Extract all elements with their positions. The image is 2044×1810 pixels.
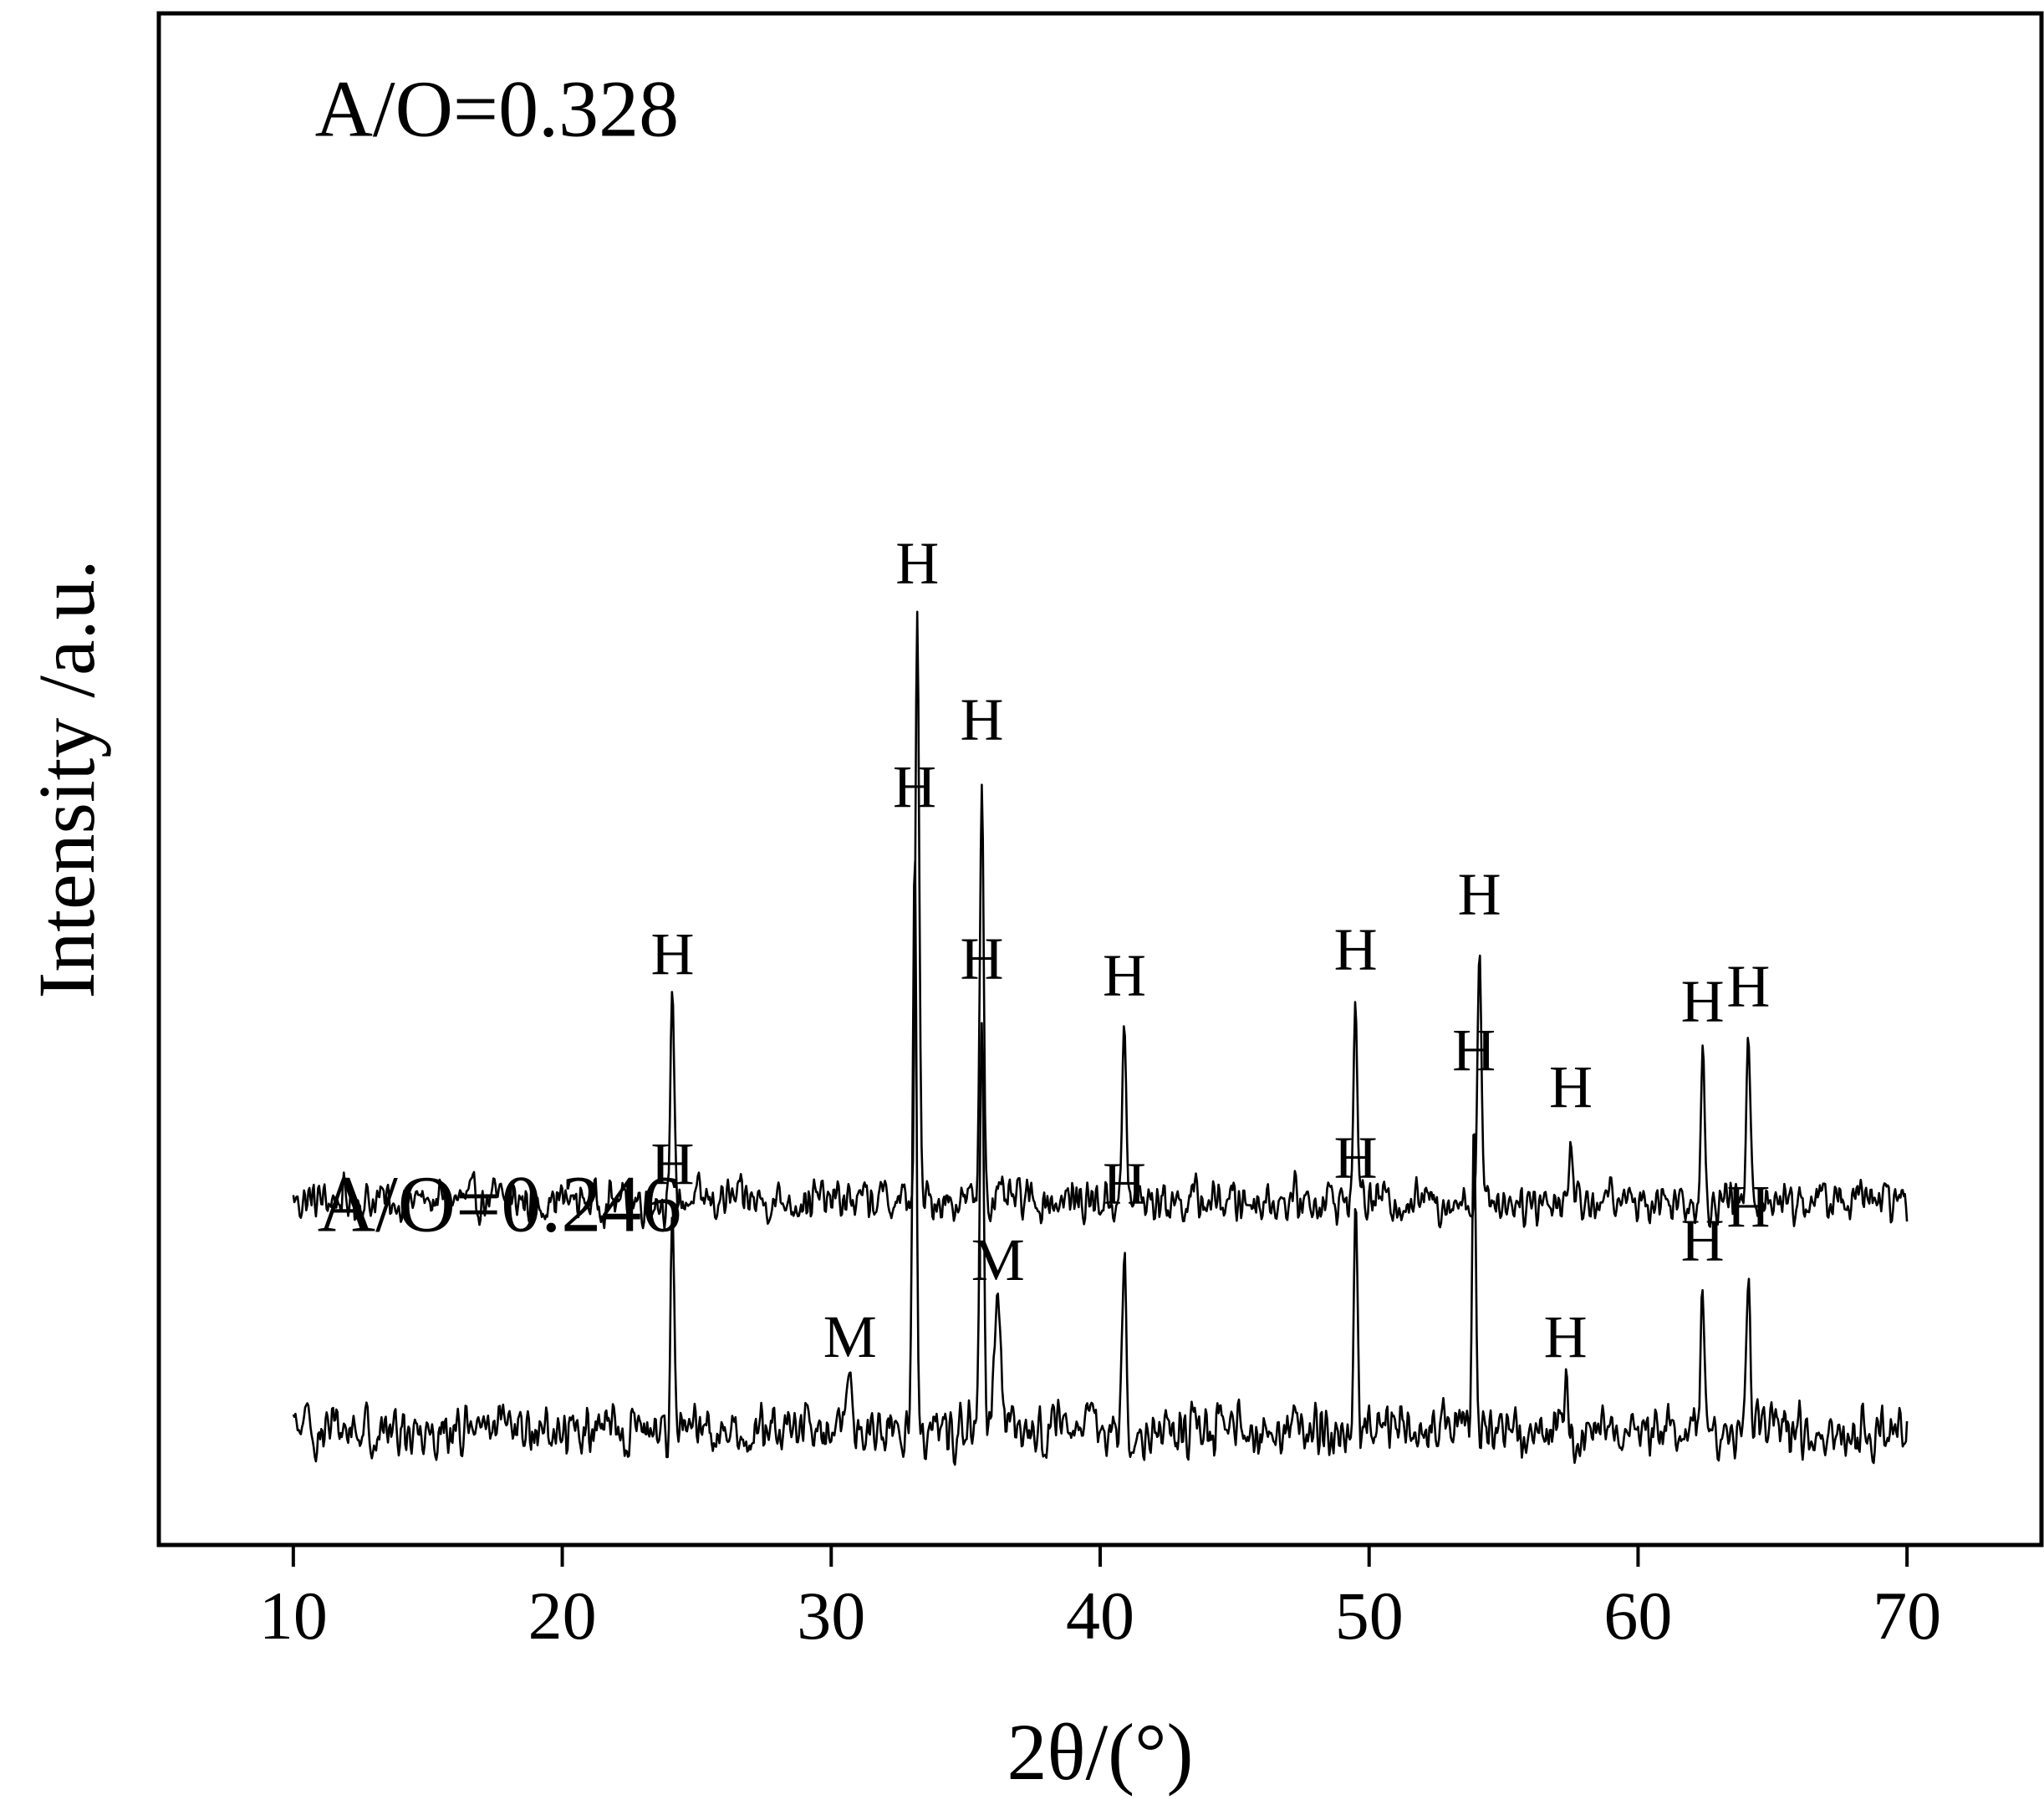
peak-label: H bbox=[895, 530, 939, 597]
peak-label: H bbox=[1103, 1150, 1146, 1217]
x-tick-label: 20 bbox=[528, 1578, 597, 1654]
x-tick-label: 40 bbox=[1066, 1578, 1134, 1654]
peak-label: H bbox=[1726, 952, 1770, 1019]
peak-label: H bbox=[650, 1130, 694, 1197]
peak-label: H bbox=[1726, 1173, 1770, 1240]
peak-label: M bbox=[971, 1226, 1025, 1293]
peak-label: H bbox=[1452, 1017, 1496, 1083]
plot-frame bbox=[156, 11, 2044, 1547]
series-line-2 bbox=[292, 859, 1909, 1466]
peak-label: H bbox=[1334, 1124, 1378, 1191]
x-tick-label: 70 bbox=[1873, 1578, 1941, 1654]
peak-label: H bbox=[1681, 1206, 1725, 1273]
x-tick-label: 50 bbox=[1335, 1578, 1404, 1654]
x-tick-label: 30 bbox=[797, 1578, 865, 1654]
series-line-1 bbox=[292, 610, 1909, 1231]
series-label-2: A/O=0.246 bbox=[318, 1159, 681, 1248]
peak-label: M bbox=[823, 1303, 877, 1370]
peak-label: H bbox=[893, 753, 936, 820]
peak-label: H bbox=[1681, 968, 1725, 1035]
series-label-1: A/O=0.328 bbox=[315, 64, 679, 154]
peak-label: H bbox=[1458, 860, 1501, 927]
x-axis-title: 2θ/(°) bbox=[1007, 1707, 1194, 1797]
peak-label: H bbox=[960, 686, 1003, 753]
x-tick-label: 60 bbox=[1603, 1578, 1672, 1654]
y-axis-title: Intensity /a.u. bbox=[22, 559, 111, 998]
x-axis: 10 20 30 40 50 60 70 bbox=[259, 1545, 1941, 1654]
peak-label: H bbox=[1334, 915, 1378, 982]
peak-label: H bbox=[960, 925, 1003, 992]
peak-label: H bbox=[1544, 1303, 1588, 1370]
peak-label: H bbox=[1549, 1053, 1593, 1120]
x-tick-label: 10 bbox=[259, 1578, 328, 1654]
peak-label: H bbox=[650, 920, 694, 987]
peak-label: H bbox=[1103, 941, 1146, 1008]
